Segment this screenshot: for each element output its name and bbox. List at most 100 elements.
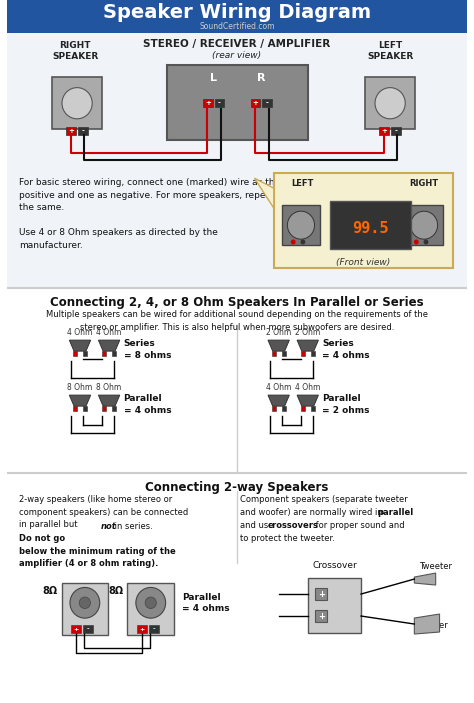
FancyBboxPatch shape	[7, 473, 467, 703]
Text: 4 Ohm: 4 Ohm	[67, 328, 93, 337]
Text: Do not go
below the minimum rating of the
amplifier (4 or 8 ohm rating).: Do not go below the minimum rating of th…	[19, 534, 176, 568]
Circle shape	[375, 88, 405, 119]
Text: 2 Ohm: 2 Ohm	[266, 328, 292, 337]
Text: -: -	[82, 128, 84, 134]
Circle shape	[287, 211, 315, 239]
FancyBboxPatch shape	[391, 127, 401, 135]
Text: (Front view): (Front view)	[337, 258, 391, 266]
FancyBboxPatch shape	[301, 406, 305, 411]
Text: +: +	[318, 612, 325, 621]
Text: 4 Ohm: 4 Ohm	[266, 383, 292, 392]
Text: Crossover: Crossover	[312, 561, 357, 570]
Text: and use: and use	[240, 521, 276, 530]
FancyBboxPatch shape	[62, 583, 108, 635]
FancyBboxPatch shape	[311, 351, 315, 356]
Text: Multiple speakers can be wired for additional sound depending on the requirement: Multiple speakers can be wired for addit…	[46, 310, 428, 332]
Text: L: L	[210, 73, 217, 83]
Text: LEFT: LEFT	[292, 179, 314, 188]
FancyBboxPatch shape	[272, 406, 275, 411]
Text: to protect the tweeter.: to protect the tweeter.	[240, 534, 335, 543]
Text: crossovers: crossovers	[268, 521, 319, 530]
FancyBboxPatch shape	[112, 351, 116, 356]
Text: not: not	[100, 522, 116, 531]
Text: for proper sound and: for proper sound and	[312, 521, 404, 530]
FancyBboxPatch shape	[102, 406, 106, 411]
FancyBboxPatch shape	[128, 583, 174, 635]
Text: 8Ω: 8Ω	[109, 586, 124, 596]
FancyBboxPatch shape	[7, 0, 467, 33]
Text: 2-way speakers (like home stereo or
component speakers) can be connected
in para: 2-way speakers (like home stereo or comp…	[19, 495, 188, 529]
Polygon shape	[255, 178, 274, 208]
FancyBboxPatch shape	[316, 610, 327, 622]
Polygon shape	[268, 395, 289, 406]
Text: Tweeter: Tweeter	[419, 562, 452, 571]
Text: +: +	[205, 100, 211, 106]
FancyBboxPatch shape	[380, 127, 389, 135]
Text: 4 Ohm: 4 Ohm	[96, 328, 122, 337]
Text: 8 Ohm: 8 Ohm	[67, 383, 92, 392]
FancyBboxPatch shape	[52, 77, 102, 129]
FancyBboxPatch shape	[272, 351, 275, 356]
FancyBboxPatch shape	[73, 351, 77, 356]
Text: in series.: in series.	[112, 522, 155, 531]
Text: (rear view): (rear view)	[212, 51, 262, 60]
FancyBboxPatch shape	[215, 99, 224, 107]
Text: Series
= 4 ohms: Series = 4 ohms	[322, 340, 370, 360]
Text: Parallel
= 4 ohms: Parallel = 4 ohms	[182, 593, 229, 614]
Circle shape	[291, 240, 296, 245]
FancyBboxPatch shape	[308, 578, 361, 633]
Text: For basic stereo wiring, connect one (marked) wire as the
positive and one as ne: For basic stereo wiring, connect one (ma…	[19, 178, 280, 212]
Text: Use 4 or 8 Ohm speakers as directed by the
manufacturer.: Use 4 or 8 Ohm speakers as directed by t…	[19, 228, 218, 250]
Polygon shape	[69, 395, 91, 406]
Text: LEFT
SPEAKER: LEFT SPEAKER	[367, 41, 413, 61]
Text: Series
= 8 ohms: Series = 8 ohms	[124, 340, 171, 360]
Circle shape	[424, 240, 428, 245]
FancyBboxPatch shape	[301, 351, 305, 356]
FancyBboxPatch shape	[71, 625, 81, 633]
Circle shape	[79, 597, 91, 609]
FancyBboxPatch shape	[405, 205, 443, 245]
Text: -: -	[86, 626, 89, 631]
FancyBboxPatch shape	[365, 77, 415, 129]
Polygon shape	[414, 573, 436, 585]
Polygon shape	[99, 340, 120, 351]
Text: +: +	[318, 590, 325, 598]
FancyBboxPatch shape	[282, 351, 286, 356]
Polygon shape	[297, 340, 319, 351]
Text: 8Ω: 8Ω	[43, 586, 58, 596]
Text: Woofer: Woofer	[419, 621, 449, 630]
FancyBboxPatch shape	[251, 99, 260, 107]
Text: SoundCertified.com: SoundCertified.com	[199, 22, 275, 31]
FancyBboxPatch shape	[66, 127, 76, 135]
Circle shape	[410, 211, 438, 239]
Circle shape	[62, 88, 92, 119]
Text: +: +	[73, 626, 79, 631]
Text: -: -	[152, 626, 155, 631]
FancyBboxPatch shape	[7, 33, 467, 288]
Text: Component speakers (separate tweeter
and woofer) are normally wired in: Component speakers (separate tweeter and…	[240, 495, 408, 517]
FancyBboxPatch shape	[83, 351, 87, 356]
FancyBboxPatch shape	[137, 625, 147, 633]
Circle shape	[70, 588, 100, 618]
Text: -: -	[266, 100, 269, 106]
FancyBboxPatch shape	[149, 625, 158, 633]
FancyBboxPatch shape	[282, 205, 320, 245]
FancyBboxPatch shape	[73, 406, 77, 411]
Circle shape	[136, 588, 165, 618]
Text: Parallel
= 2 ohms: Parallel = 2 ohms	[322, 394, 370, 415]
Text: parallel: parallel	[377, 508, 414, 517]
Text: 2 Ohm: 2 Ohm	[295, 328, 320, 337]
Text: +: +	[382, 128, 387, 134]
Text: 4 Ohm: 4 Ohm	[295, 383, 320, 392]
Text: RIGHT: RIGHT	[410, 179, 438, 188]
FancyBboxPatch shape	[311, 406, 315, 411]
FancyBboxPatch shape	[282, 406, 286, 411]
Text: Speaker Wiring Diagram: Speaker Wiring Diagram	[103, 3, 371, 22]
FancyBboxPatch shape	[83, 406, 87, 411]
Text: STEREO / RECEIVER / AMPLIFIER: STEREO / RECEIVER / AMPLIFIER	[143, 39, 331, 49]
FancyBboxPatch shape	[167, 65, 308, 140]
Text: -: -	[218, 100, 221, 106]
FancyBboxPatch shape	[262, 99, 272, 107]
Text: +: +	[139, 626, 145, 631]
Polygon shape	[99, 395, 120, 406]
